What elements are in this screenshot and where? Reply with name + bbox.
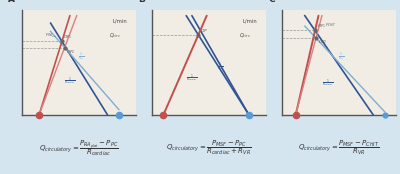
Text: $P_{RA_{plat}}$: $P_{RA_{plat}}$ xyxy=(45,31,57,38)
Text: L/min: L/min xyxy=(243,18,258,23)
Text: B: B xyxy=(138,0,145,4)
Text: $OP_2$: $OP_2$ xyxy=(66,48,75,56)
Text: $OP_1$: $OP_1$ xyxy=(63,33,72,41)
Text: $\frac{1}{R_{vr}}$: $\frac{1}{R_{vr}}$ xyxy=(217,61,224,73)
Text: A: A xyxy=(8,0,15,4)
Text: L/min: L/min xyxy=(113,18,128,23)
Text: C: C xyxy=(268,0,275,4)
Text: $P_{CHIT}$: $P_{CHIT}$ xyxy=(325,21,337,29)
Text: $OP$: $OP$ xyxy=(200,27,208,34)
Text: $P_{PC}$: $P_{PC}$ xyxy=(32,128,42,137)
Text: $Q_{circ.}$: $Q_{circ.}$ xyxy=(109,31,122,40)
Text: $P_{PC}$: $P_{PC}$ xyxy=(290,128,299,137)
Text: $P_{PC}$: $P_{PC}$ xyxy=(158,128,167,137)
Text: $\frac{1}{R_{cardiac}}$: $\frac{1}{R_{cardiac}}$ xyxy=(64,75,76,87)
Text: mmHg: mmHg xyxy=(68,125,90,130)
Text: $Q_{circulatory} = \dfrac{P_{MSF} - P_{PC}}{R_{cardiac} + R_{VR}}$: $Q_{circulatory} = \dfrac{P_{MSF} - P_{P… xyxy=(166,139,252,157)
Text: $\frac{1}{R_{cardiac}}$: $\frac{1}{R_{cardiac}}$ xyxy=(186,72,198,84)
Text: $Q_{circulatory} = \dfrac{P_{RA_{plat}} - P_{PC}}{R_{cardiac}}$: $Q_{circulatory} = \dfrac{P_{RA_{plat}} … xyxy=(39,138,119,158)
Text: $P_{MSF}$: $P_{MSF}$ xyxy=(243,128,255,137)
Text: $\frac{1}{R_{vr}}$: $\frac{1}{R_{vr}}$ xyxy=(78,51,84,63)
Text: $\frac{1}{R_{vr}}$: $\frac{1}{R_{vr}}$ xyxy=(338,51,344,63)
Text: $P_{MSF}$: $P_{MSF}$ xyxy=(114,128,126,137)
Text: $Q_{circ.}$: $Q_{circ.}$ xyxy=(239,31,252,40)
Text: $\frac{1}{R_{cardiac}}$: $\frac{1}{R_{cardiac}}$ xyxy=(322,77,333,89)
Text: $Q_{circulatory} = \dfrac{P_{MSF} - P_{CHIT}}{R_{VR}}$: $Q_{circulatory} = \dfrac{P_{MSF} - P_{C… xyxy=(298,139,380,157)
Text: mmHg: mmHg xyxy=(328,125,350,130)
Text: mmHg: mmHg xyxy=(198,125,220,130)
Text: $OP_2$: $OP_2$ xyxy=(318,39,327,46)
Text: $P_{MSF}$: $P_{MSF}$ xyxy=(378,128,390,137)
Text: $OP_1$: $OP_1$ xyxy=(317,23,326,30)
